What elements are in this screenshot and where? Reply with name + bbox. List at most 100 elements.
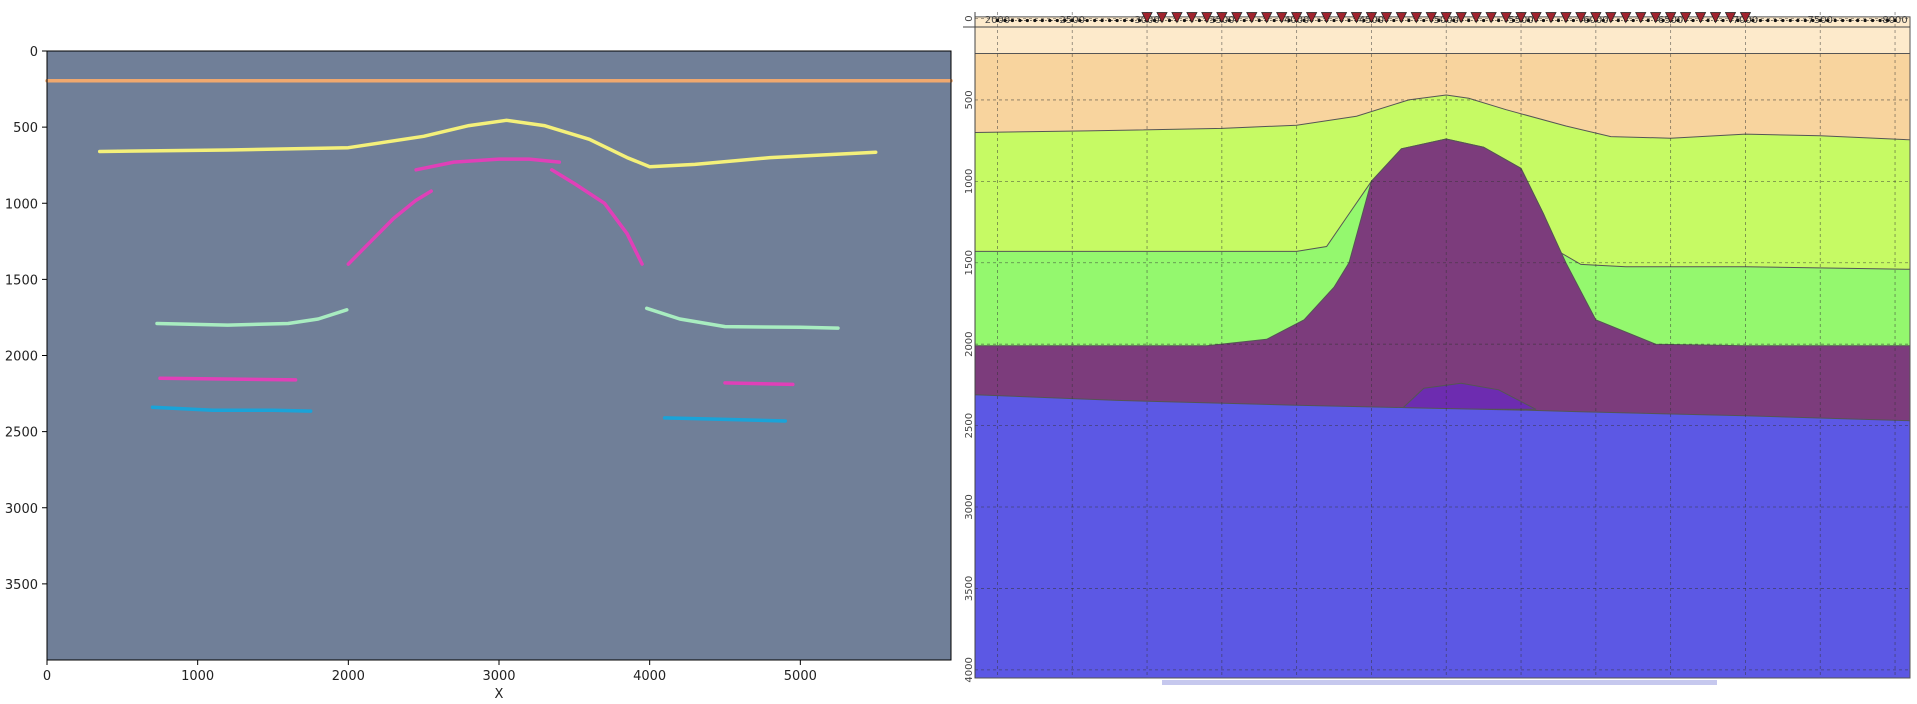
plot-background <box>47 51 951 660</box>
horizon-line <box>549 168 644 266</box>
receiver-dot <box>1347 18 1351 23</box>
source-marker-icon <box>1440 12 1452 24</box>
source-marker-icon <box>1380 12 1393 24</box>
receiver-dot <box>1257 18 1261 23</box>
receiver-dot <box>1691 18 1695 23</box>
receiver-dot <box>995 18 1000 23</box>
receiver-dot <box>1063 18 1067 23</box>
source-marker-icon <box>1156 12 1168 24</box>
source-marker-icon <box>1350 12 1363 24</box>
receiver-dot <box>1197 18 1201 23</box>
receiver-dot <box>1661 18 1665 23</box>
receiver-dot <box>1871 18 1875 23</box>
horizontal-scrollbar[interactable] <box>1162 680 1717 685</box>
x-axis-ticks: 0 1000 2000 3000 4000 5000 <box>43 660 817 684</box>
source-marker-icon <box>1679 12 1692 24</box>
receiver-dot <box>1003 18 1007 23</box>
left-tick-label: 3500 <box>964 576 975 601</box>
receiver-dot <box>1287 18 1291 23</box>
receiver-dot <box>1736 18 1740 23</box>
receiver-dot <box>1893 18 1897 23</box>
source-marker-icon <box>1650 12 1662 24</box>
x-tick-label: 4000 <box>633 669 666 684</box>
receiver-dot <box>1856 18 1860 23</box>
source-marker-icon <box>1485 12 1497 24</box>
source-marker-icon <box>1261 12 1273 24</box>
horizon-line <box>97 118 878 169</box>
horizon-line <box>346 189 433 266</box>
left-tick-label: 500 <box>964 90 975 109</box>
receiver-dot <box>1586 18 1590 23</box>
receiver-dot <box>1482 18 1486 23</box>
y-tick-label: 3000 <box>5 502 38 517</box>
layer-polygon <box>1400 382 1537 410</box>
receiver-dot <box>1227 18 1231 23</box>
receiver-dot <box>1526 18 1531 23</box>
receiver-dot <box>1631 18 1635 23</box>
source-marker-icon <box>1455 12 1467 24</box>
x-tick-label: 1000 <box>181 669 214 684</box>
source-marker-icon <box>1246 12 1258 24</box>
receiver-dot <box>1706 18 1710 23</box>
horizon-lines <box>45 78 953 423</box>
source-marker-icon <box>1560 12 1572 24</box>
grid-lines <box>963 12 1910 678</box>
receiver-dot <box>1362 18 1366 23</box>
source-marker-icon <box>1709 12 1722 24</box>
receiver-dot <box>1452 18 1456 23</box>
horizon-line <box>644 306 840 330</box>
velocity-model-section: 2000250030003500400045005000550060006500… <box>963 12 1911 685</box>
receiver-dot <box>1242 18 1246 23</box>
receiver-dot <box>1437 18 1441 23</box>
source-marker-icon <box>1635 12 1647 24</box>
receiver-dot <box>1040 18 1044 23</box>
y-tick-label: 500 <box>13 121 38 136</box>
y-tick-label: 2500 <box>5 426 38 441</box>
receiver-dot <box>1811 18 1815 23</box>
receiver-dot <box>1751 18 1755 23</box>
receiver-dot <box>1033 18 1037 23</box>
horizon-line <box>155 308 349 327</box>
horizon-line <box>158 376 298 382</box>
receiver-dot <box>1377 18 1381 23</box>
receiver-dot <box>1152 18 1157 23</box>
receiver-dot <box>1108 18 1112 23</box>
receiver-dot <box>1137 18 1142 23</box>
source-marker-icon <box>1186 12 1198 24</box>
receiver-dot <box>1018 18 1022 23</box>
horizon-line <box>662 416 788 423</box>
y-tick-label: 1000 <box>5 197 38 212</box>
receiver-dot <box>1085 18 1089 23</box>
receiver-dot <box>1497 18 1501 23</box>
source-marker-icon <box>1395 12 1408 24</box>
receiver-dot <box>1826 18 1830 23</box>
source-marker-icon <box>1470 12 1482 24</box>
receiver-dot <box>1025 18 1029 23</box>
receiver-dot <box>1130 18 1134 23</box>
y-tick-label: 1500 <box>5 273 38 288</box>
receiver-dot <box>1788 18 1792 23</box>
receiver-dot <box>1392 18 1396 23</box>
source-marker-icon <box>1664 12 1677 24</box>
geologic-layers <box>974 16 1911 679</box>
receiver-dot <box>1803 18 1807 23</box>
y-tick-label: 2000 <box>5 350 38 365</box>
source-marker-icon <box>1276 12 1288 24</box>
source-marker-icon <box>1620 12 1632 24</box>
horizon-line <box>723 381 795 387</box>
receiver-dot <box>1182 18 1187 23</box>
left-tick-label: 0 <box>964 15 975 21</box>
source-marker-icon <box>1201 12 1213 24</box>
source-marker-icon <box>1500 12 1512 24</box>
horizon-line <box>150 405 313 413</box>
left-tick-label: 2500 <box>964 413 975 438</box>
left-tick-label: 3000 <box>964 494 975 519</box>
receiver-dot <box>1093 18 1097 23</box>
source-markers <box>1141 12 1752 24</box>
receiver-dot <box>1676 18 1680 23</box>
left-tick-label: 1000 <box>964 169 975 194</box>
source-marker-icon <box>1530 12 1542 24</box>
receiver-dot <box>1422 18 1426 23</box>
source-marker-icon <box>1290 12 1303 24</box>
